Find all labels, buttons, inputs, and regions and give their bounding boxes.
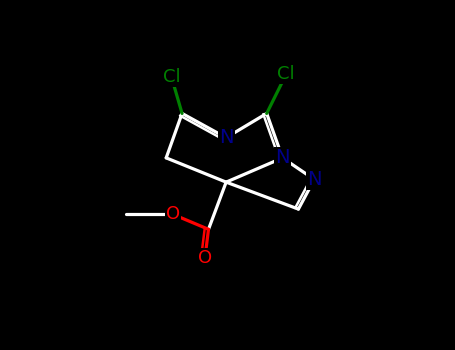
Text: N: N bbox=[275, 148, 290, 167]
Text: Cl: Cl bbox=[277, 65, 295, 83]
Text: N: N bbox=[307, 170, 322, 189]
Text: O: O bbox=[198, 248, 212, 267]
Text: O: O bbox=[166, 205, 180, 224]
Text: N: N bbox=[219, 128, 233, 147]
Text: Cl: Cl bbox=[163, 68, 180, 86]
